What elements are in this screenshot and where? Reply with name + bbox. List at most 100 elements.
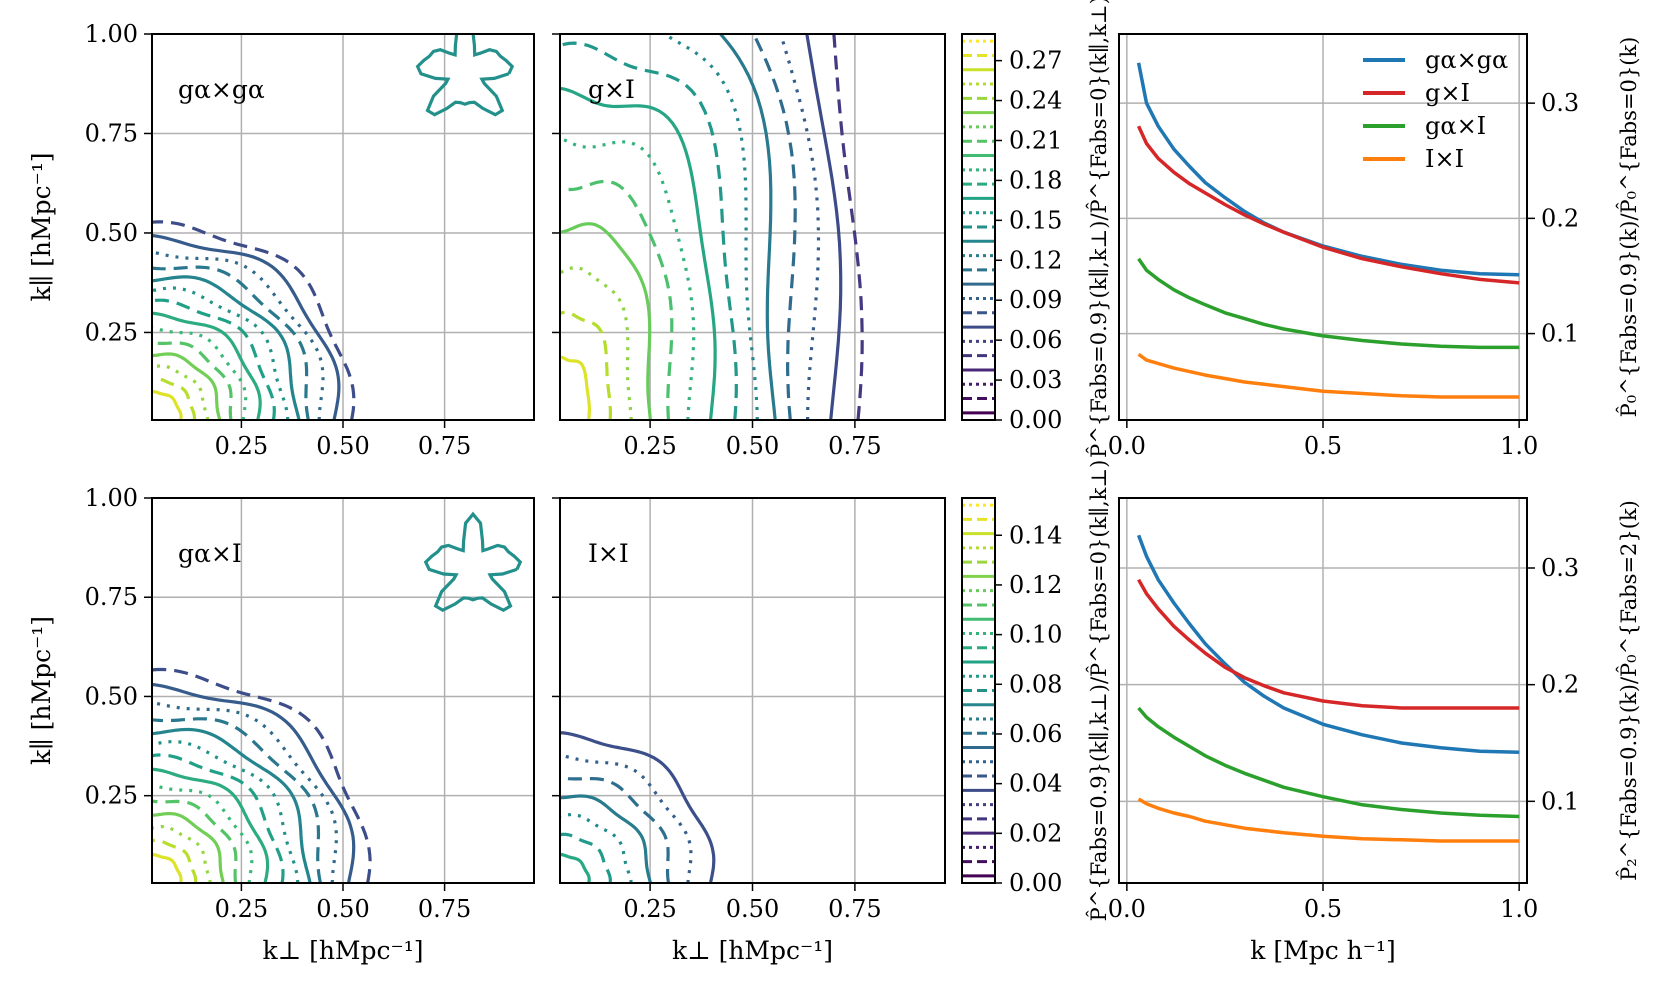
colorbar-tick-label: 0.24 <box>1009 87 1062 115</box>
series-line-blue <box>1136 62 1520 277</box>
panel-label: gα×gα <box>178 75 265 104</box>
contour-line <box>152 311 262 420</box>
x-tick-label: 0.75 <box>418 895 471 923</box>
x-tick-label: 0.75 <box>828 895 881 923</box>
panel-label: gα×I <box>178 539 242 568</box>
colorbar-frame <box>961 497 996 884</box>
contour-line <box>152 250 325 420</box>
y-axis-label-left: P̂^{Fabs=0.9}(k∥,k⊥)/P̂^{Fabs=0}(k∥,k⊥) <box>1087 0 1111 458</box>
contour-line <box>560 794 652 883</box>
colorbar-tick-label: 0.10 <box>1009 621 1062 649</box>
y-tick-label: 0.1 <box>1541 787 1579 815</box>
y-tick-label: 0.25 <box>85 318 138 346</box>
x-tick-label: 0.5 <box>1304 895 1342 923</box>
colorbar-tick-label: 0.09 <box>1009 286 1062 314</box>
colorbar-tick-label: 0.15 <box>1009 206 1062 234</box>
colorbar-tick-label: 0.18 <box>1009 166 1062 194</box>
x-tick-label: 1.0 <box>1500 895 1538 923</box>
contour-line <box>152 220 356 420</box>
y-axis-label-right: P̂₂^{Fabs=0.9}(k)/P̂₀^{Fabs=2}(k) <box>1617 500 1641 881</box>
y-tick-label: 1.00 <box>85 20 138 48</box>
x-tick-label: 0.5 <box>1304 432 1342 460</box>
colorbar-tick-label: 0.14 <box>1009 521 1062 549</box>
colorbar-bottom-colorbar: 0.00 0.02 0.04 0.06 0.08 0.10 0.12 0.14 <box>961 497 1062 897</box>
colorbar-tick-label: 0.02 <box>1009 819 1062 847</box>
y-axis-label-right: P̂₀^{Fabs=0.9}(k)/P̂₀^{Fabs=0}(k) <box>1617 37 1641 418</box>
y-tick-label: 0.3 <box>1541 554 1579 582</box>
contour-island <box>415 34 515 117</box>
series-line-orange <box>1137 797 1520 843</box>
panel-label: g×I <box>588 75 635 104</box>
contour-line <box>152 740 300 883</box>
x-axis-label: k [Mpc h⁻¹] <box>1250 936 1395 965</box>
x-axis-label: k⊥ [hMpc⁻¹] <box>262 936 423 965</box>
series-line-blue <box>1136 534 1520 755</box>
y-axis-label-left: P̂^{Fabs=0.9}(k∥,k⊥)/P̂^{Fabs=0}(k∥,k⊥) <box>1087 460 1111 922</box>
legend-entry: gα×gα <box>1425 46 1508 74</box>
colorbar-tick-label: 0.04 <box>1009 770 1062 798</box>
y-tick-label: 0.50 <box>85 682 138 710</box>
contour-line <box>661 34 759 420</box>
contour-line <box>152 767 270 883</box>
contour-line <box>152 799 238 883</box>
contour-line <box>152 727 312 883</box>
x-tick-label: 0.25 <box>623 895 676 923</box>
y-axis-label: k∥ [hMpc⁻¹] <box>27 616 56 765</box>
contour-line <box>560 136 696 420</box>
contour-line <box>560 731 716 883</box>
contour-line <box>560 41 738 420</box>
colorbar-tick-label: 0.00 <box>1009 406 1062 434</box>
contour-line <box>152 352 222 420</box>
series-line-orange <box>1137 352 1520 399</box>
contour-line <box>560 355 591 420</box>
x-tick-label: 0.0 <box>1108 432 1146 460</box>
contour-line <box>152 233 341 420</box>
y-tick-label: 0.25 <box>85 782 138 810</box>
contour-line <box>560 222 652 420</box>
x-tick-label: 0.50 <box>316 432 369 460</box>
contour-line <box>152 838 198 883</box>
contour-line <box>152 376 197 420</box>
contour-panel-bottom-left: 0.25 0.50 0.75 0.25 0.50 0.75 1.00 gα×I k∥ [hMpc… <box>27 484 535 965</box>
legend-entry: g×I <box>1425 79 1470 107</box>
y-tick-label: 0.1 <box>1541 320 1579 348</box>
x-tick-label: 0.25 <box>215 432 268 460</box>
colorbar-tick-label: 0.00 <box>1009 869 1062 897</box>
x-tick-label: 0.50 <box>726 432 779 460</box>
colorbar-tick-label: 0.08 <box>1009 670 1062 698</box>
y-tick-label: 0.75 <box>85 583 138 611</box>
contour-line <box>560 266 633 420</box>
contour-line <box>560 813 633 883</box>
y-tick-label: 0.3 <box>1541 89 1579 117</box>
x-tick-label: 0.25 <box>623 432 676 460</box>
colorbar-tick-label: 0.27 <box>1009 47 1062 75</box>
contour-line <box>152 667 372 883</box>
x-axis-label: k⊥ [hMpc⁻¹] <box>672 936 833 965</box>
contour-line <box>152 389 183 420</box>
contour-line <box>560 776 671 883</box>
contour-line <box>805 34 843 420</box>
x-tick-label: 0.50 <box>726 895 779 923</box>
contour-line <box>560 852 591 883</box>
legend: gα×gα g×I gα×I I×I <box>1363 46 1508 173</box>
colorbar-top-colorbar: 0.00 0.03 0.06 0.09 0.12 0.15 0.18 0.21 0.24 0.27 <box>961 33 1062 434</box>
panel-label: I×I <box>588 539 629 568</box>
x-tick-label: 0.25 <box>215 895 268 923</box>
contour-line <box>152 717 322 883</box>
y-tick-label: 0.50 <box>85 219 138 247</box>
contour-line <box>560 86 717 420</box>
contour-line <box>751 34 797 420</box>
colorbar-frame <box>961 33 996 421</box>
colorbar-tick-label: 0.12 <box>1009 246 1062 274</box>
legend-entry: I×I <box>1425 145 1464 173</box>
y-axis-label: k∥ [hMpc⁻¹] <box>27 152 56 301</box>
colorbar-tick-label: 0.06 <box>1009 326 1062 354</box>
colorbar-tick-label: 0.06 <box>1009 720 1062 748</box>
y-tick-label: 0.2 <box>1541 204 1579 232</box>
contour-line <box>560 832 612 883</box>
contour-line <box>779 34 821 420</box>
x-tick-label: 0.0 <box>1108 895 1146 923</box>
contour-line <box>152 275 301 420</box>
x-tick-label: 0.75 <box>418 432 471 460</box>
